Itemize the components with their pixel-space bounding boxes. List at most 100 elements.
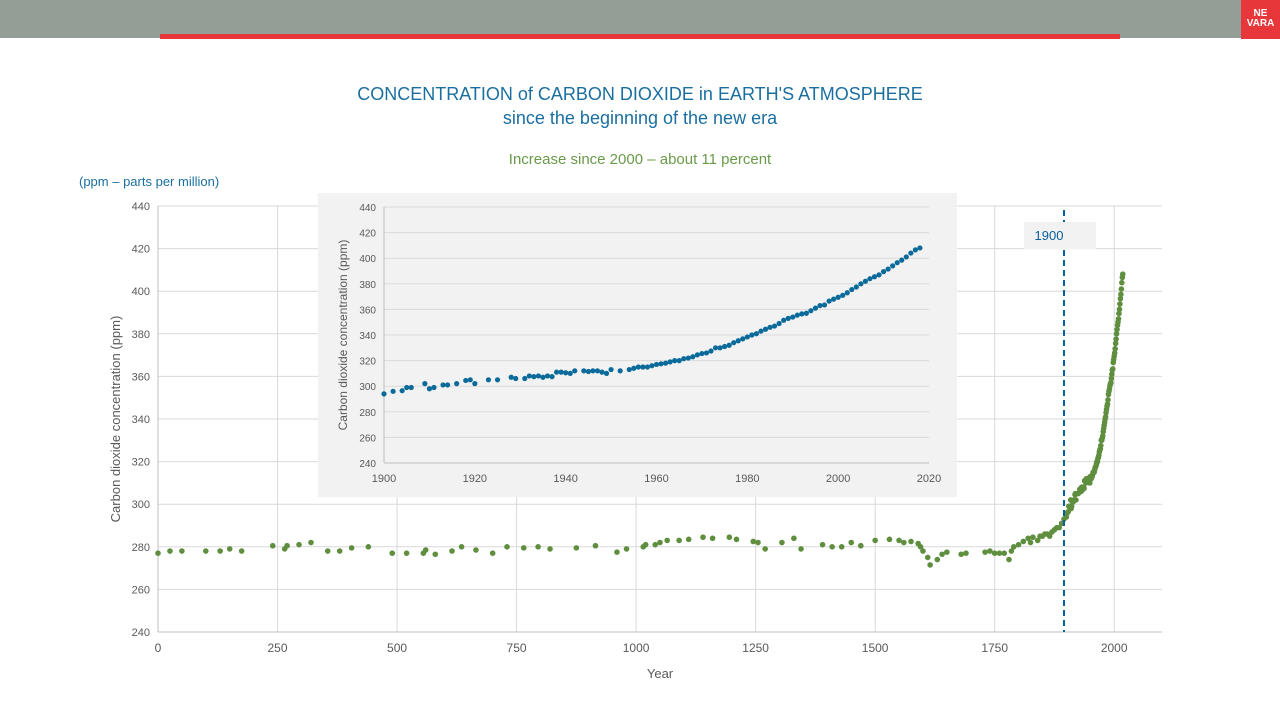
x-tick-label: 2020	[917, 473, 941, 485]
data-point	[982, 549, 988, 555]
data-point	[1116, 306, 1123, 313]
data-point	[489, 550, 496, 556]
x-tick-label: 1250	[742, 641, 769, 655]
y-axis-title: Carbon dioxide concentration (ppm)	[108, 316, 123, 523]
data-point	[858, 542, 864, 549]
y-tick-label: 240	[132, 627, 150, 639]
x-tick-label: 1980	[735, 473, 759, 485]
inset-data-point	[522, 375, 528, 382]
data-point	[269, 542, 276, 549]
data-point	[1010, 544, 1017, 550]
data-point	[676, 537, 682, 544]
data-point	[473, 547, 479, 553]
x-tick-label: 250	[268, 641, 288, 655]
inset-data-point	[862, 278, 869, 284]
data-point	[1112, 340, 1119, 347]
data-point	[1027, 539, 1034, 546]
inset-data-point	[472, 381, 478, 387]
data-point	[1113, 336, 1119, 342]
data-point	[217, 548, 223, 554]
inset-data-point	[794, 312, 800, 318]
data-point	[432, 551, 439, 558]
inset-data-point	[785, 315, 791, 321]
inset-data-point	[390, 388, 396, 394]
inset-data-point	[844, 290, 850, 296]
data-point	[296, 541, 302, 548]
data-point	[1068, 503, 1075, 510]
data-point	[709, 535, 716, 542]
inset-data-point	[876, 272, 882, 278]
units-note: (ppm – parts per million)	[79, 174, 220, 189]
y-tick-label: 320	[132, 457, 150, 469]
x-tick-label: 1960	[644, 473, 668, 485]
data-point	[284, 542, 290, 549]
inset-data-point	[631, 365, 637, 371]
x-tick-label: 1900	[372, 473, 396, 485]
x-tick-label: 500	[387, 641, 407, 655]
inset-data-point	[594, 368, 601, 374]
data-point	[996, 550, 1003, 556]
inset-data-point	[831, 296, 837, 302]
y-axis-title: Carbon dioxide concentration (ppm)	[336, 240, 350, 431]
data-point	[1099, 433, 1106, 439]
y-tick-label: 320	[359, 357, 376, 368]
inset-data-point	[653, 361, 660, 368]
inset-data-point	[467, 377, 473, 383]
inset-data-point	[603, 370, 610, 376]
data-point	[685, 536, 692, 543]
data-point	[623, 546, 630, 552]
inset-data-point	[690, 354, 696, 360]
y-tick-label: 280	[132, 542, 150, 554]
y-tick-label: 300	[359, 382, 376, 393]
brand-logo[interactable]: NE VARA	[1241, 0, 1280, 39]
y-tick-label: 400	[132, 286, 150, 298]
inset-data-point	[799, 311, 805, 317]
data-point	[504, 544, 510, 550]
inset-data-point	[440, 382, 446, 388]
inset-data-point	[880, 269, 887, 275]
inset-data-point	[572, 368, 578, 374]
x-tick-label: 2000	[826, 473, 850, 485]
data-point	[614, 549, 620, 555]
inset-data-point	[549, 374, 555, 380]
inset-data-point	[408, 384, 414, 391]
data-point	[308, 539, 314, 546]
data-point	[324, 548, 331, 554]
data-point	[700, 534, 706, 541]
inset-data-point	[722, 343, 728, 350]
inset-data-point	[563, 370, 569, 376]
inset-data-point	[640, 364, 646, 370]
inset-data-point	[404, 384, 410, 391]
inset-data-point	[776, 320, 782, 327]
top-bar	[0, 0, 1280, 38]
inset-data-point	[821, 302, 828, 308]
data-point	[389, 550, 396, 556]
inset-data-point	[781, 317, 787, 323]
data-point	[1116, 310, 1122, 317]
data-point	[520, 545, 527, 551]
y-tick-label: 240	[359, 459, 376, 470]
inset-data-point	[849, 286, 855, 293]
data-point	[1111, 350, 1118, 356]
data-point	[924, 554, 931, 561]
inset-data-point	[422, 381, 428, 387]
inset-data-point	[399, 388, 405, 394]
data-point	[422, 547, 429, 553]
y-tick-label: 440	[359, 203, 376, 214]
data-point	[1081, 485, 1087, 492]
data-point	[733, 536, 740, 543]
data-point	[798, 546, 804, 552]
inset-data-point	[667, 359, 673, 365]
data-point	[927, 562, 933, 568]
data-point	[848, 539, 855, 546]
data-point	[872, 537, 878, 544]
inset-data-point	[790, 314, 796, 320]
inset-data-point	[767, 324, 773, 330]
data-point	[1115, 316, 1122, 322]
data-point	[1104, 401, 1111, 407]
data-point	[819, 541, 826, 548]
data-point	[458, 544, 465, 550]
inset-data-point	[553, 369, 560, 375]
inset-data-point	[608, 366, 614, 373]
y-tick-label: 400	[359, 254, 376, 265]
